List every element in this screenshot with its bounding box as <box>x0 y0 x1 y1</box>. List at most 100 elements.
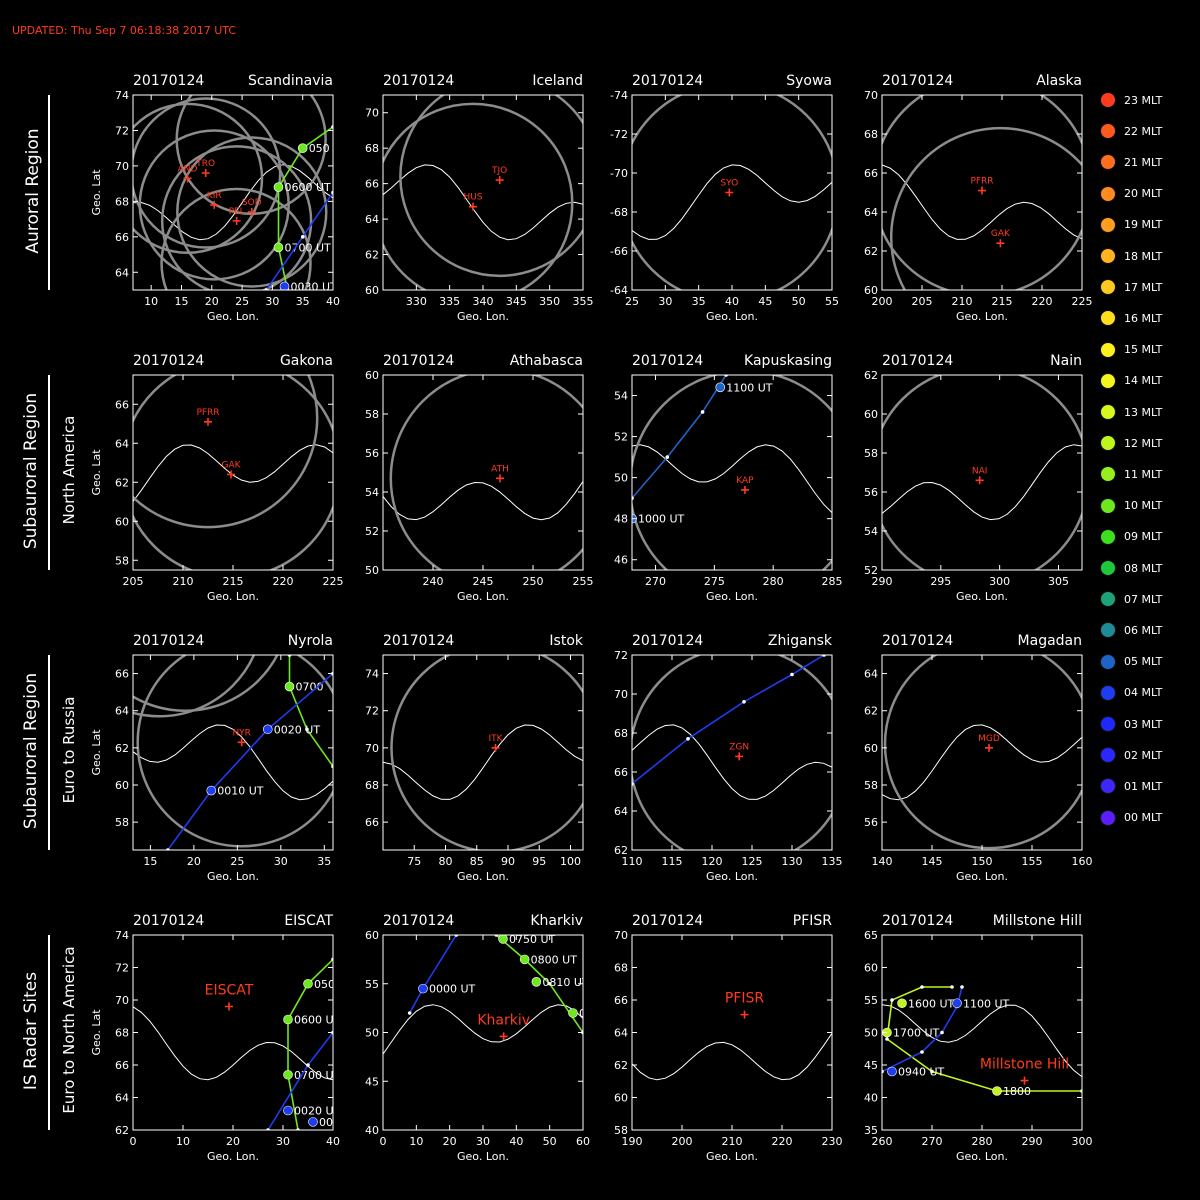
station-label: KAP <box>736 476 754 486</box>
station-marker <box>740 1010 749 1019</box>
panel-title: Scandinavia <box>248 73 333 89</box>
track-time-marker <box>992 1086 1002 1096</box>
y-tick-label: 60 <box>365 284 379 297</box>
coastline <box>632 724 832 800</box>
legend-label: 16 MLT <box>1124 311 1163 325</box>
y-tick-label: -68 <box>610 206 628 219</box>
y-tick-label: 64 <box>115 437 129 450</box>
track-time-marker <box>418 983 428 994</box>
x-axis-label: Geo. Lon. <box>956 870 1008 883</box>
x-tick-label: 20 <box>443 1135 457 1148</box>
map-panel: 20170124 EISCAT 050 0600 U 0700 U 0020 UT0030… <box>90 913 340 1163</box>
panel-frame <box>382 654 584 851</box>
x-axis-label: Geo. Lon. <box>706 870 758 883</box>
track-time-marker <box>279 281 290 290</box>
track-tick <box>305 727 309 732</box>
coastline <box>383 481 583 521</box>
track-time-marker <box>531 976 542 987</box>
x-tick-label: 220 <box>273 575 294 588</box>
station-marker <box>496 474 504 483</box>
station-marker <box>201 169 210 177</box>
x-tick-label: 210 <box>952 295 973 308</box>
legend-entry: 12 MLT <box>1100 433 1162 453</box>
coastline <box>882 1004 1082 1078</box>
x-tick-label: 0 <box>380 1135 387 1148</box>
coastline <box>882 164 1082 240</box>
legend-color-swatch <box>1100 528 1116 545</box>
legend-label: 08 MLT <box>1124 561 1163 575</box>
station-label: ATH <box>491 464 509 474</box>
track-time-label: 0750 UT <box>509 933 556 946</box>
station-marker <box>469 202 477 211</box>
map-panel: 20170124 Syowa SYO 25 30 35 40 45 50 55 -74 -72 -70 -… <box>610 73 839 323</box>
x-tick-label: 40 <box>326 1135 340 1148</box>
track-time-label: 0600 UT <box>284 181 331 194</box>
map-panel: 20170124 Gakona PFRR GAK 205 210 215 220 225 58 60… <box>90 353 344 603</box>
station-label: EISCAT <box>205 983 254 999</box>
x-tick-label: 290 <box>872 575 893 588</box>
y-tick-label: 64 <box>864 668 878 681</box>
x-tick-label: 35 <box>317 855 331 868</box>
coastline <box>383 724 583 800</box>
legend-label: 19 MLT <box>1124 218 1163 232</box>
legend-label: 02 MLT <box>1124 748 1163 762</box>
station-label: NYR <box>232 728 250 738</box>
y-tick-label: 56 <box>864 486 878 499</box>
updated-timestamp: UPDATED: Thu Sep 7 06:18:38 2017 UTC <box>12 24 237 37</box>
x-tick-label: 300 <box>1072 1135 1093 1148</box>
legend-color-swatch <box>1100 185 1116 202</box>
legend-label: 22 MLT <box>1124 124 1163 138</box>
x-tick-label: 20 <box>187 855 201 868</box>
track-time-label: 0000 UT <box>429 983 476 996</box>
legend-color-swatch <box>1100 92 1116 108</box>
station-label: GAK <box>221 460 241 470</box>
x-axis-label: Geo. Lon. <box>956 590 1008 603</box>
panel-title: Athabasca <box>510 353 583 369</box>
legend-entry: 05 MLT <box>1100 652 1162 672</box>
coastline <box>632 444 832 514</box>
x-tick-label: 85 <box>470 855 484 868</box>
station-marker <box>1020 1076 1029 1085</box>
y-axis-label: Geo. Lat <box>90 169 103 216</box>
track-time-marker <box>498 935 508 944</box>
legend-entry: 22 MLT <box>1100 121 1162 141</box>
track-time-label: 1800 <box>1003 1085 1031 1098</box>
x-tick-label: 45 <box>758 295 772 308</box>
legend-label: 09 MLT <box>1124 530 1163 544</box>
panel-content: 1600 UT 1700 UT 1800 1100 UT 0940 UT Millston… <box>882 985 1082 1098</box>
legend-entry: 03 MLT <box>1100 714 1162 734</box>
x-tick-label: 275 <box>704 575 725 588</box>
station-label: KIR <box>207 191 222 201</box>
map-panel: 20170124 Zhigansk ZGN 110 115 120 125 130 135 62 6… <box>614 633 843 883</box>
panel-content: NAI <box>882 375 1082 570</box>
x-axis-label: Geo. Lon. <box>207 1150 259 1163</box>
range-circle <box>133 655 256 718</box>
legend-entry: 09 MLT <box>1100 527 1162 547</box>
legend-entry: 20 MLT <box>1100 184 1162 204</box>
panel-date: 20170124 <box>882 633 953 649</box>
row-group-bar <box>48 375 50 570</box>
legend-label: 07 MLT <box>1124 592 1163 606</box>
station-label: Kharkiv <box>477 1012 530 1028</box>
panel-date: 20170124 <box>133 73 204 89</box>
y-tick-label: 66 <box>115 668 129 681</box>
panel-date: 20170124 <box>133 633 204 649</box>
y-tick-label: 68 <box>614 962 628 975</box>
y-tick-label: 50 <box>365 564 379 577</box>
panel-title: Zhigansk <box>768 633 833 649</box>
x-tick-label: 340 <box>473 295 494 308</box>
station-marker <box>225 1002 233 1011</box>
panel-frame <box>881 94 1083 291</box>
track-tick <box>665 455 670 459</box>
range-circle <box>383 102 574 290</box>
y-tick-label: 65 <box>864 929 878 942</box>
legend-color-swatch <box>1100 279 1116 296</box>
satellite-track <box>495 935 583 1033</box>
y-tick-label: 74 <box>365 668 379 681</box>
legend-label: 10 MLT <box>1124 499 1163 513</box>
panel-content: 0750 UT 0800 UT 0810 UT 08 0000 UT Kharkiv <box>383 933 583 1055</box>
x-axis-label: Geo. Lon. <box>706 310 758 323</box>
row-group-bar <box>48 655 50 850</box>
track-time-label: 1000 UT <box>638 513 685 526</box>
